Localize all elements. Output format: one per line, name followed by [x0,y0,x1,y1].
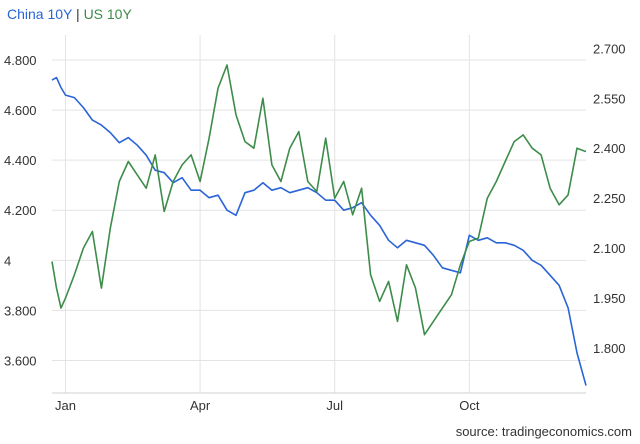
legend-us-10y[interactable]: US 10Y [83,6,132,22]
y-left-tick-label: 4.200 [4,203,37,218]
x-tick-label: Oct [459,398,480,413]
y-right-tick-label: 2.700 [593,41,626,56]
us-10y-series-line[interactable] [51,64,587,336]
y-right-tick-label: 1.800 [593,341,626,356]
y-left-tick-label: 4.600 [4,103,37,118]
y-right-tick-label: 2.550 [593,91,626,106]
y-left-tick-label: 3.800 [4,303,37,318]
x-tick-label: Apr [190,398,211,413]
china-10y-series-line[interactable] [51,76,587,386]
legend-china-10y[interactable]: China 10Y [7,6,73,22]
y-left-tick-label: 4.400 [4,153,37,168]
y-left-tick-label: 4.800 [4,53,37,68]
y-right-tick-label: 2.250 [593,191,626,206]
source-credit: source: tradingeconomics.com [455,424,632,439]
y-right-tick-label: 1.950 [593,291,626,306]
y-left-tick-label: 3.600 [4,353,37,368]
x-tick-label: Jan [55,398,76,413]
x-tick-label: Jul [326,398,343,413]
y-left-tick-label: 4 [4,253,11,268]
legend-separator: | [76,6,80,22]
y-right-tick-label: 2.100 [593,241,626,256]
chart-legend: China 10Y | US 10Y [7,6,132,22]
y-right-tick-label: 2.400 [593,141,626,156]
